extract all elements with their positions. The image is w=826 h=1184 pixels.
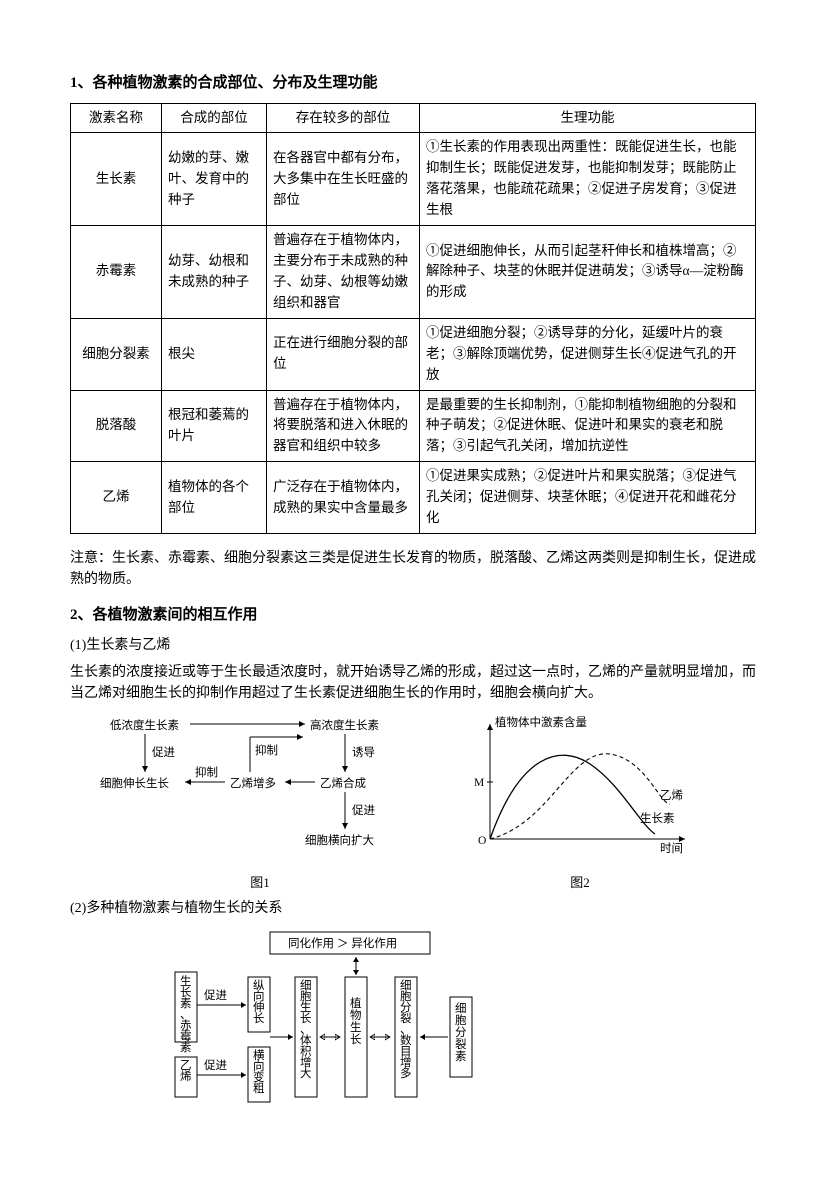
hormone-table: 激素名称 合成的部位 存在较多的部位 生理功能 生长素幼嫩的芽、嫩叶、发育中的种… bbox=[70, 103, 756, 535]
figure-row: 低浓度生长素 高浓度生长素 促进 诱导 细胞伸长生长 乙烯增多 乙烯合成 抑制 … bbox=[90, 714, 756, 893]
fig1-grow: 细胞伸长生长 bbox=[100, 776, 169, 790]
cell-func: 是最重要的生长抑制剂，①能抑制植物细胞的分裂和种子萌发；②促进休眠、促进叶和果实… bbox=[420, 390, 756, 462]
svg-text:物: 物 bbox=[350, 1008, 362, 1022]
svg-text:向: 向 bbox=[253, 1059, 265, 1073]
cell-name: 脱落酸 bbox=[71, 390, 162, 462]
svg-text:裂: 裂 bbox=[455, 1038, 467, 1051]
fig1-promote2: 促进 bbox=[352, 803, 375, 817]
svg-text:胞: 胞 bbox=[455, 1013, 467, 1027]
svg-text:分: 分 bbox=[455, 1026, 467, 1039]
svg-text:横: 横 bbox=[253, 1048, 265, 1062]
fig2-ylabel: 植物体中激素含量 bbox=[495, 715, 587, 729]
cell-name: 细胞分裂素 bbox=[71, 318, 162, 390]
section1-title: 1、各种植物激素的合成部位、分布及生理功能 bbox=[70, 72, 756, 95]
svg-text:素: 素 bbox=[180, 1041, 192, 1054]
col-header-dist: 存在较多的部位 bbox=[267, 103, 420, 133]
table-row: 赤霉素幼芽、幼根和未成熟的种子普遍存在于植物体内，主要分布于未成熟的种子、幼芽、… bbox=[71, 226, 756, 319]
svg-text:素: 素 bbox=[455, 1050, 467, 1063]
cell-func: ①促进细胞分裂；②诱导芽的分化，延缓叶片的衰老；③解除顶端优势，促进侧芽生长④促… bbox=[420, 318, 756, 390]
fig1-inhibit2: 抑制 bbox=[255, 743, 278, 757]
table-row: 生长素幼嫩的芽、嫩叶、发育中的种子在各器官中都有分布，大多集中在生长旺盛的部位①… bbox=[71, 133, 756, 226]
table-row: 脱落酸根冠和萎蔫的叶片普遍存在于植物体内，将要脱落和进入休眠的器官和组织中较多是… bbox=[71, 390, 756, 462]
svg-text:向: 向 bbox=[253, 989, 265, 1003]
cell-name: 生长素 bbox=[71, 133, 162, 226]
svg-text:生: 生 bbox=[350, 1020, 362, 1034]
cell-name: 乙烯 bbox=[71, 462, 162, 534]
fig3-l2a: 促进 bbox=[204, 1058, 227, 1072]
svg-text:数: 数 bbox=[400, 1033, 412, 1047]
figure-3: 同化作用 ＞ 异化作用 促进 促进 生长素、赤霉素乙烯纵向伸长横向变粗细胞生长、… bbox=[170, 927, 756, 1124]
fig2-O: O bbox=[478, 835, 486, 847]
svg-text:植: 植 bbox=[350, 996, 362, 1010]
svg-text:烯: 烯 bbox=[180, 1070, 192, 1083]
svg-text:大: 大 bbox=[300, 1066, 312, 1080]
fig2-M: M bbox=[474, 777, 484, 789]
col-header-site: 合成的部位 bbox=[162, 103, 267, 133]
svg-text:细: 细 bbox=[455, 1002, 467, 1015]
fig1-ethmore: 乙烯增多 bbox=[230, 776, 276, 790]
svg-text:粗: 粗 bbox=[253, 1082, 265, 1095]
table-row: 细胞分裂素根尖正在进行细胞分裂的部位①促进细胞分裂；②诱导芽的分化，延缓叶片的衰… bbox=[71, 318, 756, 390]
fig1-label: 图1 bbox=[90, 873, 430, 893]
table-row: 乙烯植物体的各个部位广泛存在于植物体内，成熟的果实中含量最多①促进果实成熟；②促… bbox=[71, 462, 756, 534]
cell-site: 根冠和萎蔫的叶片 bbox=[162, 390, 267, 462]
svg-text:增: 增 bbox=[400, 1055, 412, 1069]
svg-text:多: 多 bbox=[400, 1066, 412, 1080]
svg-text:长: 长 bbox=[253, 1012, 265, 1025]
cell-site: 根尖 bbox=[162, 318, 267, 390]
svg-text:增: 增 bbox=[300, 1055, 312, 1069]
fig2-eth: 乙烯 bbox=[660, 789, 683, 802]
fig2-time: 时间 bbox=[660, 842, 683, 855]
cell-site: 幼嫩的芽、嫩叶、发育中的种子 bbox=[162, 133, 267, 226]
cell-dist: 正在进行细胞分裂的部位 bbox=[267, 318, 420, 390]
svg-text:变: 变 bbox=[253, 1070, 265, 1084]
figure-2: 植物体中激素含量 O M 乙烯 生长素 时间 图2 bbox=[460, 714, 700, 893]
fig1-inhibit: 抑制 bbox=[195, 765, 218, 779]
fig1-low: 低浓度生长素 bbox=[110, 718, 179, 732]
cell-name: 赤霉素 bbox=[71, 226, 162, 319]
cell-site: 幼芽、幼根和未成熟的种子 bbox=[162, 226, 267, 319]
cell-dist: 普遍存在于植物体内，将要脱落和进入休眠的器官和组织中较多 bbox=[267, 390, 420, 462]
cell-dist: 在各器官中都有分布，大多集中在生长旺盛的部位 bbox=[267, 133, 420, 226]
sub2-title: (2)多种植物激素与植物生长的关系 bbox=[70, 898, 756, 919]
fig1-lateral: 细胞横向扩大 bbox=[305, 833, 374, 847]
fig1-high: 高浓度生长素 bbox=[310, 718, 379, 732]
svg-text:体: 体 bbox=[300, 1033, 312, 1047]
svg-text:胞: 胞 bbox=[400, 989, 412, 1003]
fig1-induce: 诱导 bbox=[352, 746, 375, 759]
cell-dist: 普遍存在于植物体内，主要分布于未成熟的种子、幼芽、幼根等幼嫩组织和器官 bbox=[267, 226, 420, 319]
fig3-top: 同化作用 ＞ 异化作用 bbox=[288, 936, 397, 950]
col-header-name: 激素名称 bbox=[71, 103, 162, 133]
fig1-promote1: 促进 bbox=[152, 745, 175, 759]
sub1-text: 生长素的浓度接近或等于生长最适浓度时，就开始诱导乙烯的形成，超过这一点时，乙烯的… bbox=[70, 662, 756, 704]
cell-site: 植物体的各个部位 bbox=[162, 462, 267, 534]
fig2-label: 图2 bbox=[460, 873, 700, 893]
section1-note: 注意：生长素、赤霉素、细胞分裂素这三类是促进生长发育的物质，脱落酸、乙烯这两类则… bbox=[70, 548, 756, 590]
section2-title: 2、各植物激素间的相互作用 bbox=[70, 604, 756, 627]
cell-dist: 广泛存在于植物体内，成熟的果实中含量最多 bbox=[267, 462, 420, 534]
col-header-func: 生理功能 bbox=[420, 103, 756, 133]
fig1-ethsyn: 乙烯合成 bbox=[320, 776, 366, 790]
cell-func: ①促进果实成熟；②促进叶片和果实脱落；③促进气孔关闭；促进侧芽、块茎休眠；④促进… bbox=[420, 462, 756, 534]
table-header-row: 激素名称 合成的部位 存在较多的部位 生理功能 bbox=[71, 103, 756, 133]
cell-func: ①生长素的作用表现出两重性：既能促进生长，也能抑制生长；既能促进发芽，也能抑制发… bbox=[420, 133, 756, 226]
fig3-l1a: 促进 bbox=[204, 988, 227, 1002]
svg-text:长: 长 bbox=[350, 1033, 362, 1046]
svg-text:生: 生 bbox=[180, 974, 192, 988]
figure-1: 低浓度生长素 高浓度生长素 促进 诱导 细胞伸长生长 乙烯增多 乙烯合成 抑制 … bbox=[90, 714, 430, 893]
cell-func: ①促进细胞伸长，从而引起茎秆伸长和植株增高；②解除种子、块茎的休眠并促进萌发；③… bbox=[420, 226, 756, 319]
sub1-title: (1)生长素与乙烯 bbox=[70, 635, 756, 656]
fig2-auxin: 生长素 bbox=[640, 811, 675, 825]
svg-text:生: 生 bbox=[300, 1000, 312, 1014]
svg-text:胞: 胞 bbox=[300, 989, 312, 1003]
